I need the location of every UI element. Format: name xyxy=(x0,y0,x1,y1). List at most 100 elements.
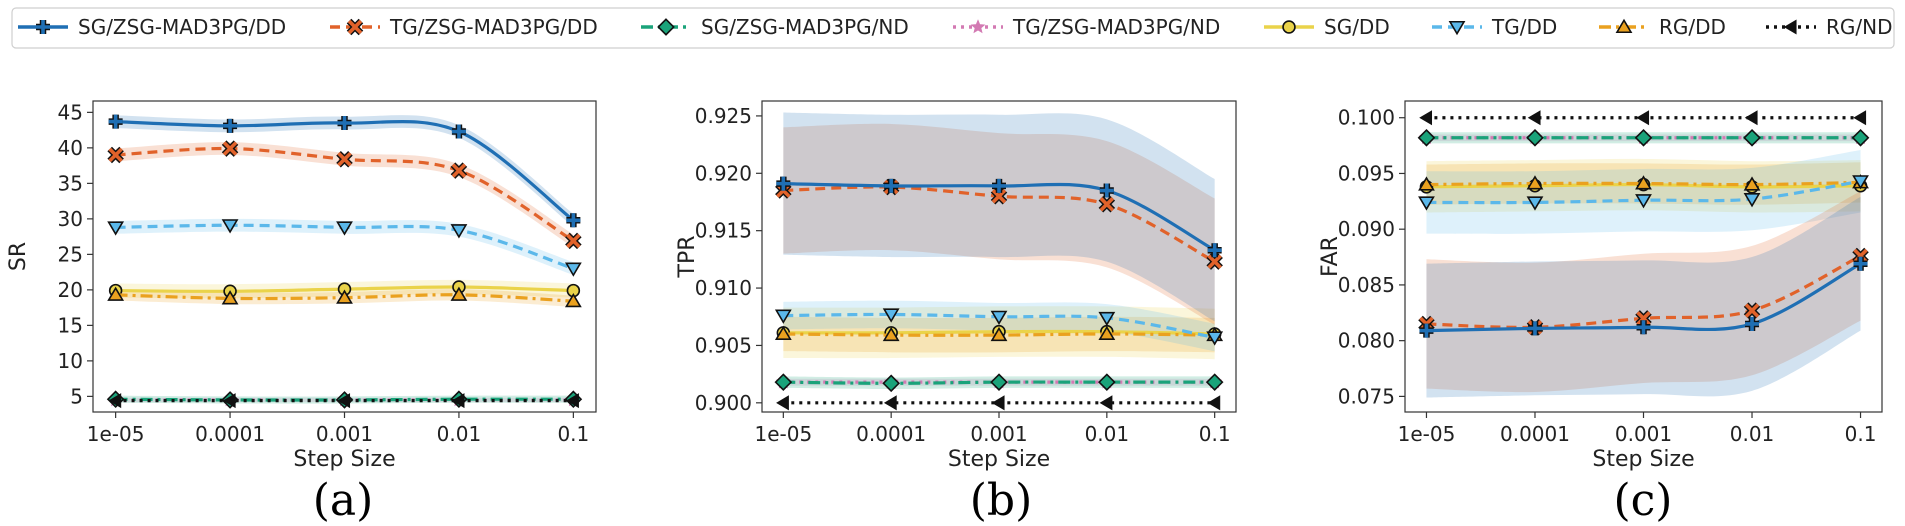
data-point-sg-zsg-mad3pg-dd xyxy=(1745,316,1760,331)
x-marker-icon xyxy=(346,18,364,36)
data-point-rg-dd xyxy=(336,289,353,304)
subfigure-caption: (b) xyxy=(970,475,1033,526)
y-tick-label: 25 xyxy=(58,242,83,266)
legend-label: SG/DD xyxy=(1324,15,1390,39)
data-point-sg-zsg-mad3pg-nd xyxy=(1851,128,1870,147)
plus-marker-icon xyxy=(36,20,50,34)
data-point-rg-dd xyxy=(1526,175,1544,190)
confidence-bands xyxy=(783,112,1215,390)
data-point-tg-dd xyxy=(107,221,125,236)
data-point-sg-zsg-mad3pg-dd xyxy=(884,178,899,193)
data-point-rg-nd xyxy=(1636,110,1650,126)
series-line-sg-zsg-mad3pg-nd xyxy=(783,380,1215,385)
legend-item-sg-dd: SG/DD xyxy=(1264,15,1390,39)
series-line-rg-dd xyxy=(783,332,1215,337)
legend-item-tg-dd: TG/DD xyxy=(1432,15,1557,39)
data-point-sg-zsg-mad3pg-nd xyxy=(1526,128,1544,147)
legend-label: SG/ZSG-MAD3PG/ND xyxy=(701,15,909,39)
x-tick-label: 0.001 xyxy=(316,422,373,446)
y-tick-label: 20 xyxy=(58,278,83,302)
data-point-tg-zsg-mad3pg-dd xyxy=(990,188,1008,205)
data-point-sg-zsg-mad3pg-nd xyxy=(1743,128,1761,147)
data-point-sg-zsg-mad3pg-dd xyxy=(108,114,123,129)
data-point-tg-dd xyxy=(774,309,792,324)
data-point-tg-zsg-mad3pg-dd xyxy=(1852,247,1869,265)
data-point-tg-zsg-mad3pg-dd xyxy=(1206,253,1223,270)
y-tick-label: 0.095 xyxy=(1338,161,1395,185)
data-point-tg-dd xyxy=(1526,196,1544,211)
data-point-rg-nd xyxy=(1099,395,1113,411)
y-tick-label: 35 xyxy=(58,171,83,195)
y-tick-label: 0.905 xyxy=(695,333,752,357)
series-lines xyxy=(774,176,1224,411)
y-tick-label: 15 xyxy=(58,313,83,337)
data-point-sg-zsg-mad3pg-dd xyxy=(337,116,352,131)
legend-label: RG/ND xyxy=(1826,15,1893,39)
data-point-rg-dd xyxy=(107,286,125,301)
y-tick-label: 10 xyxy=(58,349,83,373)
data-point-tg-dd xyxy=(564,262,582,277)
data-point-rg-nd xyxy=(1207,395,1221,411)
x-axis-label: Step Size xyxy=(1592,447,1694,472)
star-marker-icon xyxy=(970,19,986,34)
legend-label: RG/DD xyxy=(1659,15,1726,39)
y-axis-label: FAR xyxy=(1318,236,1343,277)
x-tick-label: 0.0001 xyxy=(856,422,926,446)
triangle-down-marker-icon xyxy=(1448,20,1466,36)
data-point-rg-dd xyxy=(564,293,582,308)
data-point-tg-dd xyxy=(450,224,468,239)
band-tg-zsg-mad3pg-dd xyxy=(1426,191,1861,393)
x-tick-label: 1e-05 xyxy=(754,422,812,446)
data-point-rg-nd xyxy=(566,393,579,409)
legend-item-tg-zsg-mad3pg-dd: TG/ZSG-MAD3PG/DD xyxy=(330,15,598,39)
data-point-sg-zsg-mad3pg-dd xyxy=(1527,321,1542,336)
x-tick-label: 0.1 xyxy=(557,422,589,446)
band-sg-zsg-mad3pg-dd xyxy=(115,115,574,227)
y-tick-label: 45 xyxy=(58,100,83,124)
data-point-sg-zsg-mad3pg-dd xyxy=(776,176,791,191)
data-point-rg-dd xyxy=(990,326,1008,342)
data-point-tg-dd xyxy=(990,310,1008,325)
data-point-rg-nd xyxy=(108,393,122,409)
data-point-tg-dd xyxy=(1098,311,1116,327)
data-point-sg-zsg-mad3pg-dd xyxy=(992,178,1006,193)
data-point-tg-zsg-mad3pg-dd xyxy=(336,150,353,168)
data-point-tg-dd xyxy=(336,221,353,236)
data-point-sg-zsg-mad3pg-dd xyxy=(1099,183,1114,198)
band-tg-dd xyxy=(1426,150,1861,234)
data-point-sg-zsg-mad3pg-dd xyxy=(1207,243,1222,258)
data-point-rg-dd xyxy=(1098,325,1116,341)
x-tick-label: 0.001 xyxy=(1615,422,1672,446)
x-tick-label: 0.1 xyxy=(1199,422,1231,446)
data-point-rg-nd xyxy=(1744,110,1758,126)
data-point-rg-nd xyxy=(991,395,1005,411)
data-point-tg-dd xyxy=(882,308,900,323)
series-lines xyxy=(106,114,583,409)
data-point-rg-dd xyxy=(1743,176,1761,191)
legend-item-sg-zsg-mad3pg-nd: SG/ZSG-MAD3PG/ND xyxy=(641,15,909,39)
chart-panel-1: 5 10 15 20 25 30 35 40 45 1e-05 0.0001 0.001 0.01 0.1… xyxy=(6,100,597,526)
data-point-sg-zsg-mad3pg-nd xyxy=(1417,128,1436,147)
y-tick-label: 0.100 xyxy=(1338,106,1395,130)
data-point-rg-nd xyxy=(451,393,465,409)
band-tg-zsg-mad3pg-dd xyxy=(783,123,1215,325)
data-point-sg-zsg-mad3pg-dd xyxy=(566,213,581,228)
triangle-up-marker-icon xyxy=(1615,18,1633,34)
data-point-rg-dd xyxy=(774,325,792,341)
x-axis-label: Step Size xyxy=(293,447,395,472)
data-point-rg-nd xyxy=(337,393,351,409)
confidence-bands xyxy=(1426,132,1861,398)
x-tick-label: 1e-05 xyxy=(87,422,145,446)
data-point-sg-zsg-mad3pg-dd xyxy=(1419,323,1434,338)
data-point-rg-nd xyxy=(1419,110,1433,126)
y-tick-label: 0.915 xyxy=(695,219,752,243)
data-point-rg-nd xyxy=(222,393,236,409)
charts: 5 10 15 20 25 30 35 40 45 1e-05 0.0001 0.001 0.01 0.1… xyxy=(6,100,1883,526)
legend: SG/ZSG-MAD3PG/DD TG/ZSG-MAD3PG/DD SG/ZSG-M… xyxy=(11,7,1895,49)
data-point-rg-nd xyxy=(883,395,897,411)
data-point-sg-zsg-mad3pg-nd xyxy=(1098,373,1116,391)
x-tick-label: 0.01 xyxy=(437,422,482,446)
data-point-tg-dd xyxy=(1206,331,1224,346)
data-point-rg-dd xyxy=(1418,176,1435,191)
